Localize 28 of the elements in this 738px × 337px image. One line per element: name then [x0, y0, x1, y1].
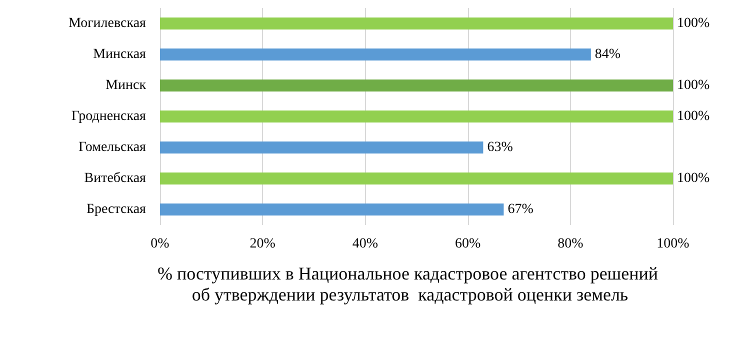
data-label: 100% — [677, 109, 710, 124]
y-tick-label: Гомельская — [78, 140, 147, 155]
y-tick-label: Гродненская — [71, 109, 147, 124]
bar — [160, 18, 673, 30]
data-label: 84% — [594, 47, 621, 62]
bar — [160, 48, 591, 60]
y-tick-label: Витебская — [84, 171, 147, 186]
bar — [160, 110, 673, 122]
data-label: 100% — [677, 171, 710, 186]
y-tick-label: Брестская — [86, 202, 147, 217]
y-tick-label: Минск — [106, 78, 146, 93]
x-tick-label: 80% — [558, 236, 584, 252]
data-label: 100% — [677, 16, 710, 31]
x-tick-label: 100% — [656, 236, 690, 252]
y-tick-label: Могилевская — [68, 16, 147, 31]
x-tick-label: 40% — [352, 236, 378, 252]
x-tick-label: 20% — [250, 236, 276, 252]
data-label: 67% — [508, 202, 534, 217]
bar — [160, 142, 484, 154]
x-axis-title: % поступивших в Национальное кадастровое агентство решений об утверждении результатов кадастровой оценки земель — [157, 264, 663, 304]
data-label: 63% — [487, 140, 514, 155]
x-tick-label: 60% — [454, 236, 481, 252]
y-tick-label: Минская — [93, 47, 147, 62]
bar — [160, 204, 504, 216]
bar — [160, 80, 673, 92]
bar — [160, 172, 673, 184]
data-label: 100% — [677, 78, 710, 93]
x-tick-label: 0% — [150, 236, 170, 252]
